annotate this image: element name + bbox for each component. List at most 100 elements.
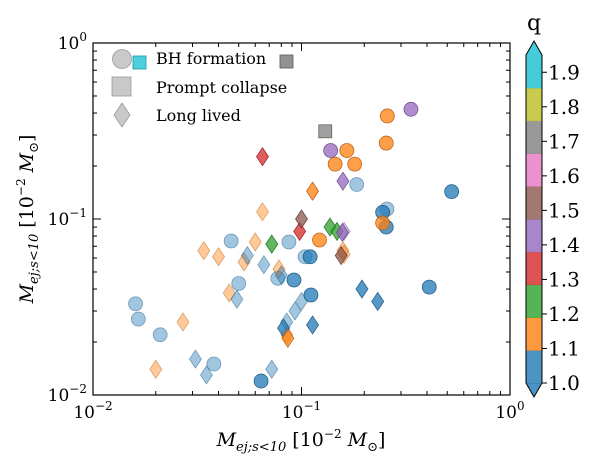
point-circle bbox=[375, 215, 391, 231]
point-circle bbox=[286, 272, 302, 288]
point-diamond bbox=[199, 365, 213, 385]
point-circle bbox=[349, 177, 365, 192]
colorbar-segment bbox=[526, 350, 542, 384]
y-axis-label: Mej;s<10 [10−2 M⊙] bbox=[14, 135, 42, 305]
colorbar: 1.0 1.1 1.2 1.3 1.4 1.5 1.6 1.7 1.8 1.9 q bbox=[525, 11, 580, 399]
point-circle bbox=[421, 279, 437, 295]
y-tick-label: 10−2 bbox=[48, 382, 87, 406]
legend-label-long-lived: Long lived bbox=[156, 106, 241, 125]
x-tick-label: 10−1 bbox=[282, 399, 321, 423]
colorbar-segment bbox=[526, 219, 542, 253]
colorbar-segment bbox=[526, 284, 542, 318]
colorbar-segment bbox=[526, 55, 542, 89]
point-circle bbox=[302, 249, 318, 265]
point-circle bbox=[444, 184, 460, 200]
point-square bbox=[318, 124, 333, 139]
point-diamond bbox=[295, 209, 308, 229]
colorbar-segment bbox=[526, 251, 542, 286]
point-diamond bbox=[355, 279, 369, 299]
legend-label-bh-formation: BH formation bbox=[156, 49, 266, 68]
colorbar-tick-label: 1.6 bbox=[548, 164, 580, 188]
point-diamond bbox=[371, 291, 385, 312]
point-diamond bbox=[288, 301, 302, 321]
point-circle bbox=[403, 101, 419, 117]
x-tick-label: 100 bbox=[495, 399, 524, 423]
x-tick-label: 10−2 bbox=[73, 399, 112, 423]
colorbar-tick-label: 1.8 bbox=[548, 95, 580, 119]
point-diamond bbox=[335, 222, 349, 243]
point-diamond bbox=[281, 328, 295, 349]
svg-text:Mej;s<10 [10−2 M⊙]: Mej;s<10 [10−2 M⊙] bbox=[14, 135, 42, 305]
legend-entry-prompt-collapse: Prompt collapse bbox=[111, 76, 287, 97]
point-diamond bbox=[336, 171, 350, 191]
colorbar-segment bbox=[526, 186, 542, 220]
legend-label-prompt-collapse: Prompt collapse bbox=[156, 78, 287, 97]
colorbar-tick-label: 1.1 bbox=[548, 336, 580, 360]
point-circle bbox=[253, 373, 269, 389]
legend-diamond-marker bbox=[113, 102, 131, 128]
point-circle bbox=[339, 143, 355, 158]
colorbar-tick-label: 1.7 bbox=[548, 129, 580, 153]
point-circle bbox=[312, 232, 327, 248]
legend-entry-bh-formation: BH formation bbox=[112, 49, 294, 70]
colorbar-tick-label: 1.5 bbox=[548, 198, 580, 222]
colorbar-tick-label: 1.4 bbox=[548, 233, 580, 257]
colorbar-segments bbox=[526, 41, 542, 397]
point-circle bbox=[327, 156, 343, 172]
point-circle bbox=[206, 356, 222, 372]
point-diamond bbox=[256, 146, 269, 167]
point-circle bbox=[130, 311, 146, 327]
point-diamond bbox=[149, 359, 163, 380]
point-circle bbox=[281, 234, 297, 250]
point-diamond bbox=[230, 289, 244, 309]
point-diamond bbox=[237, 252, 251, 272]
point-diamond bbox=[197, 241, 211, 261]
colorbar-tick-label: 1.0 bbox=[548, 371, 580, 395]
point-circle bbox=[223, 233, 239, 249]
point-diamond bbox=[257, 254, 271, 275]
point-diamond bbox=[248, 232, 262, 252]
point-diamond bbox=[212, 247, 226, 267]
point-diamond bbox=[256, 201, 269, 222]
point-circle bbox=[231, 276, 247, 291]
colorbar-extend-bottom bbox=[526, 383, 542, 397]
legend-square-marker bbox=[279, 54, 294, 69]
plot-markers bbox=[128, 101, 460, 389]
point-diamond bbox=[306, 315, 320, 335]
point-circle bbox=[323, 143, 339, 158]
point-diamond bbox=[306, 181, 320, 201]
point-circle bbox=[152, 327, 168, 343]
point-diamond bbox=[265, 359, 279, 380]
point-diamond bbox=[265, 234, 279, 254]
axis-ticks: 10−2 10−1 100 10−2 10−1 100 bbox=[48, 30, 525, 423]
legend-entry-long-lived: Long lived bbox=[113, 102, 241, 128]
y-tick-label: 10−1 bbox=[48, 206, 87, 230]
point-circle bbox=[378, 135, 394, 151]
point-circle bbox=[303, 287, 319, 303]
x-axis-label: Mej;s<10 [10−2 M⊙] bbox=[216, 427, 386, 455]
point-diamond bbox=[188, 349, 202, 369]
point-circle bbox=[128, 296, 143, 312]
point-diamond bbox=[222, 283, 236, 303]
legend-color-square bbox=[132, 55, 147, 70]
legend-circle-marker bbox=[112, 49, 132, 69]
point-circle bbox=[347, 156, 363, 172]
colorbar-segment bbox=[526, 87, 542, 122]
legend-square-marker bbox=[111, 76, 132, 97]
colorbar-tick-label: 1.9 bbox=[548, 60, 580, 84]
point-circle bbox=[379, 108, 395, 124]
colorbar-title: q bbox=[527, 11, 541, 36]
colorbar-segment bbox=[526, 120, 542, 154]
colorbar-tick-label: 1.3 bbox=[548, 267, 580, 291]
colorbar-ticks: 1.0 1.1 1.2 1.3 1.4 1.5 1.6 1.7 1.8 1.9 bbox=[542, 60, 580, 395]
colorbar-extend-top bbox=[526, 41, 542, 55]
point-diamond bbox=[240, 245, 254, 266]
colorbar-segment bbox=[526, 317, 542, 351]
colorbar-segment bbox=[526, 153, 542, 187]
point-diamond bbox=[274, 265, 288, 285]
y-tick-label: 100 bbox=[58, 30, 87, 54]
legend: BH formation Prompt collapse Long lived bbox=[111, 49, 294, 128]
svg-text:Mej;s<10 [10−2 M⊙]: Mej;s<10 [10−2 M⊙] bbox=[216, 427, 386, 455]
colorbar-tick-label: 1.2 bbox=[548, 302, 580, 326]
